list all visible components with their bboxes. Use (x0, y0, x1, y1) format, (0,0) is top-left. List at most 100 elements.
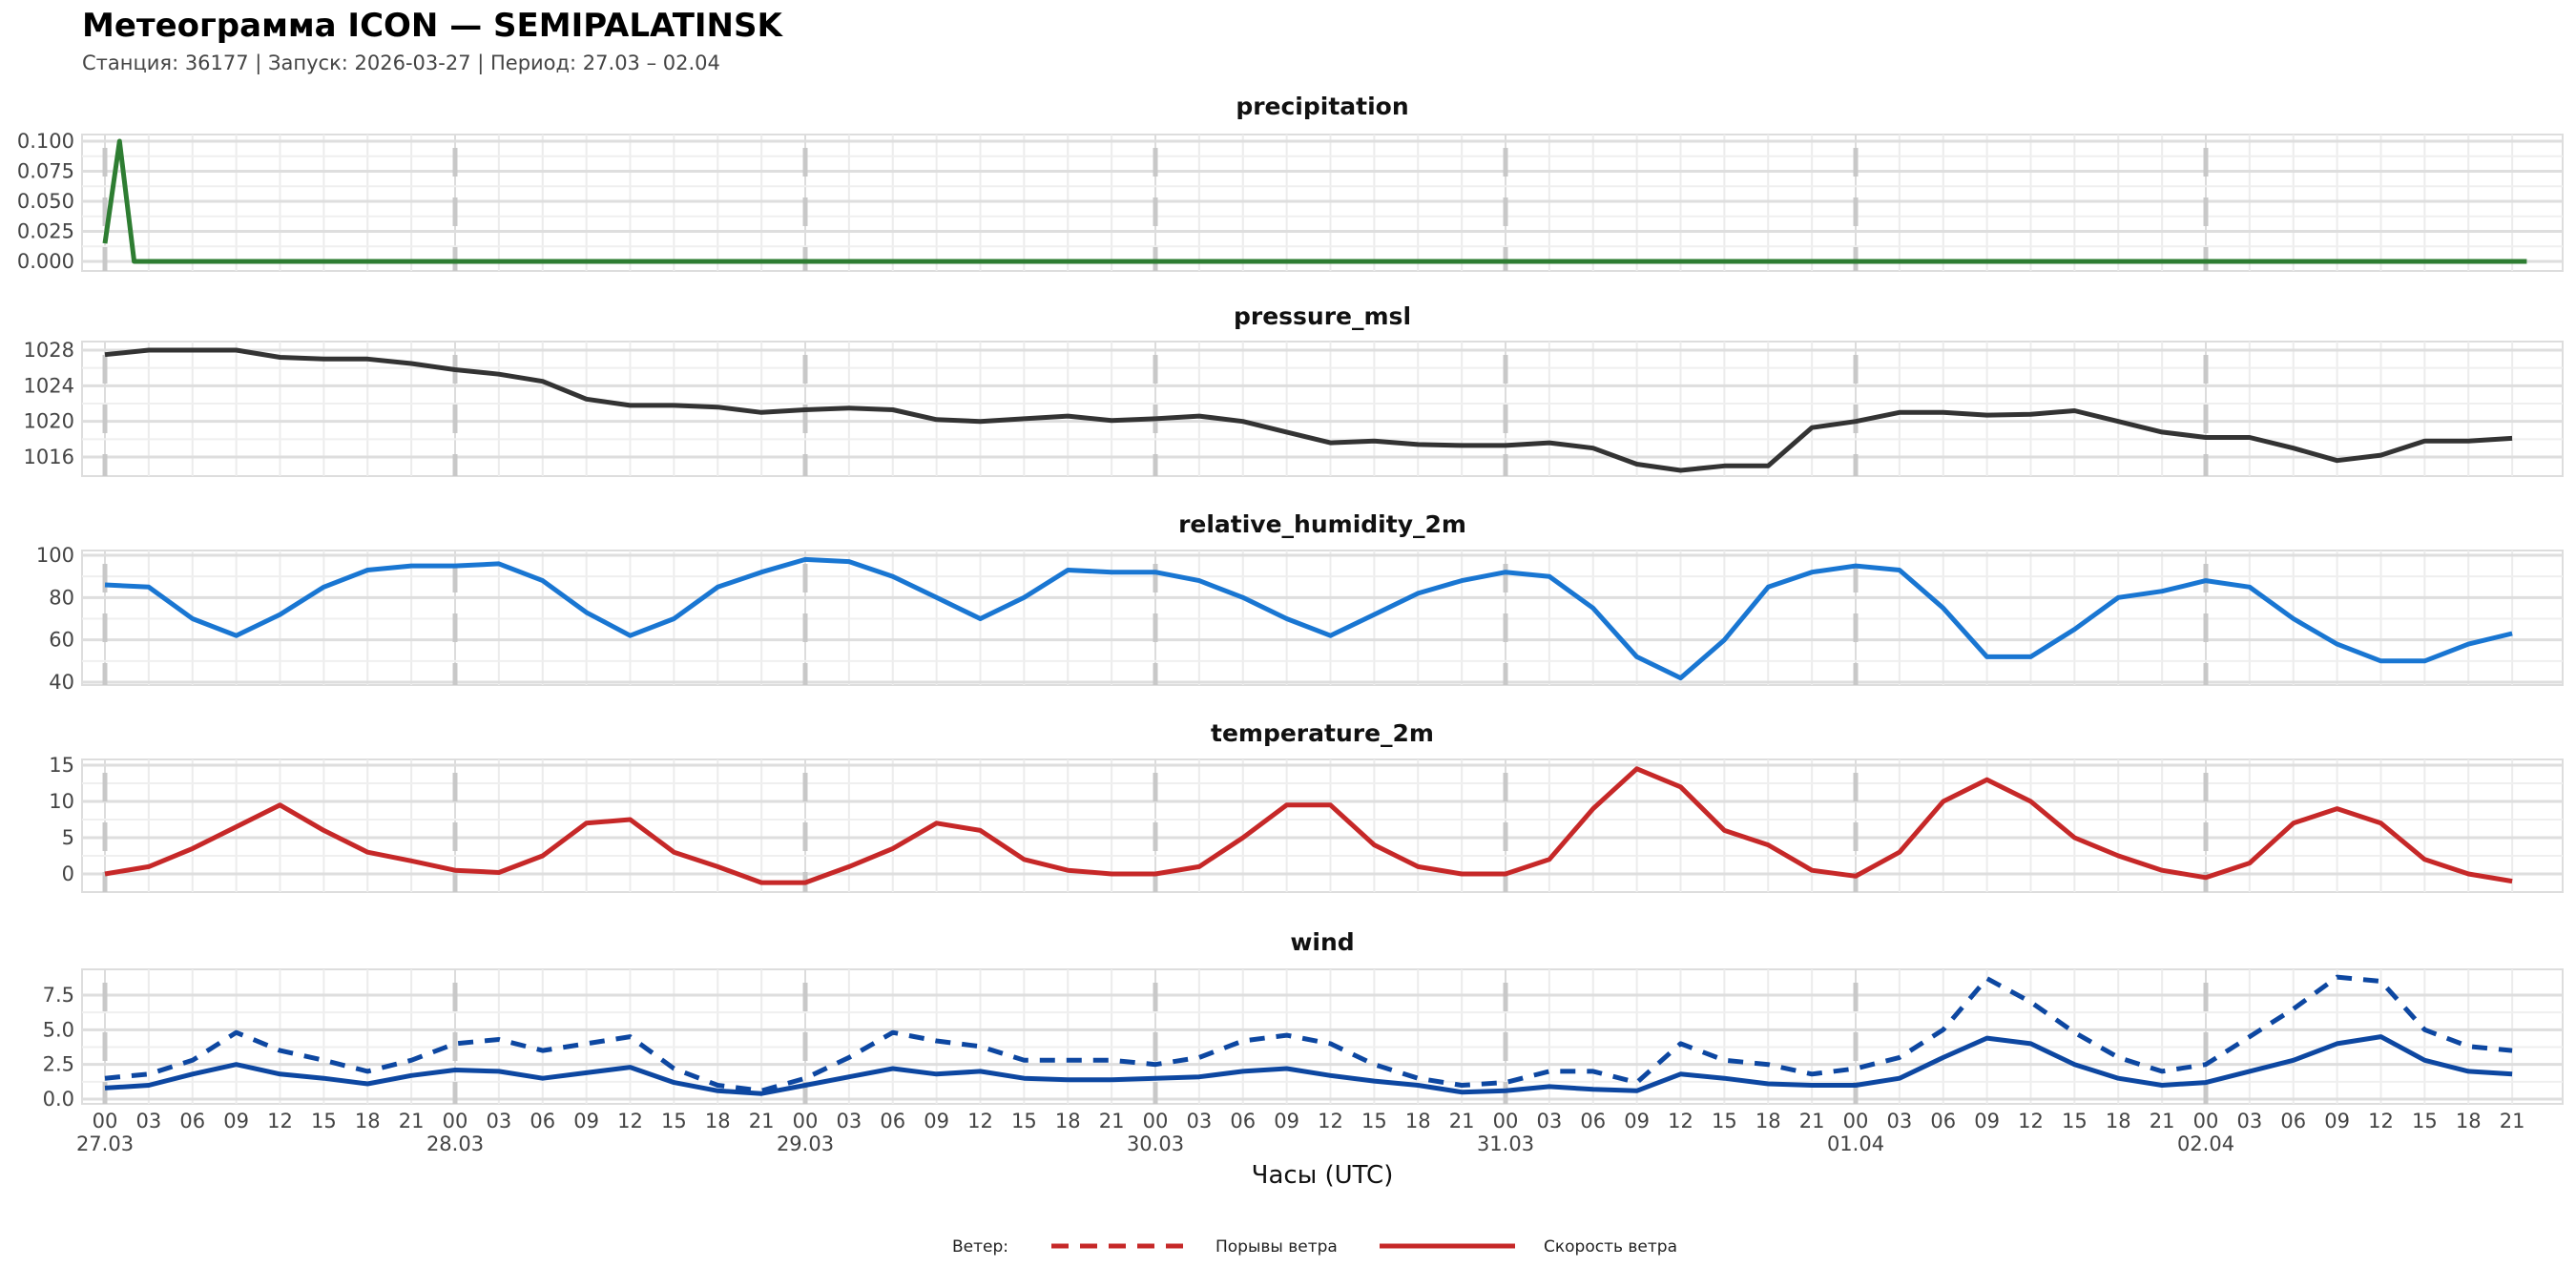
y-tick-label: 5.0 (43, 1018, 74, 1041)
y-tick-label: 60 (49, 629, 74, 652)
series-line-precipitation (102, 138, 2527, 264)
y-tick-label: 1024 (24, 374, 74, 397)
x-tick-label: 00 (2193, 1110, 2219, 1132)
x-tick-label: 09 (1624, 1110, 1650, 1132)
chart-subtitle: Станция: 36177 | Запуск: 2026-03-27 | Пе… (82, 52, 720, 75)
x-tick-label: 21 (749, 1110, 775, 1132)
y-tick-label: 100 (36, 544, 74, 567)
x-date-label: 01.04 (1827, 1132, 1884, 1155)
x-tick-label: 15 (1011, 1110, 1037, 1132)
y-tick-label: 0.000 (17, 250, 74, 273)
x-tick-label: 21 (1099, 1110, 1125, 1132)
x-tick-label: 06 (1230, 1110, 1256, 1132)
x-date-label: 31.03 (1477, 1132, 1534, 1155)
x-tick-label: 12 (967, 1110, 993, 1132)
x-tick-label: 00 (93, 1110, 118, 1132)
x-tick-label: 15 (311, 1110, 337, 1132)
panel-temperature_2m: temperature_2m 0 5 10 15 (49, 719, 2564, 893)
x-tick-label: 15 (2062, 1110, 2088, 1132)
x-tick-label: 00 (1493, 1110, 1519, 1132)
x-tick-label: 18 (1055, 1110, 1081, 1132)
x-date-label: 29.03 (777, 1132, 834, 1155)
x-tick-label: 06 (530, 1110, 555, 1132)
x-date-label: 02.04 (2177, 1132, 2234, 1155)
y-tick-label: 0.075 (17, 160, 74, 183)
x-tick-label: 18 (2456, 1110, 2482, 1132)
x-tick-label: 06 (880, 1110, 905, 1132)
series-line-relative_humidity_2m (104, 556, 2513, 681)
x-tick-label: 18 (2106, 1110, 2131, 1132)
panel-title: pressure_msl (1234, 302, 1411, 330)
legend-title: Ветер: (952, 1237, 1008, 1257)
x-tick-label: 00 (793, 1110, 819, 1132)
x-tick-label: 15 (2412, 1110, 2438, 1132)
panels: precipitation0.0000.0250.0500.0750.100pr… (17, 93, 2564, 1111)
x-tick-label: 12 (1318, 1110, 1343, 1132)
x-tick-label: 21 (1799, 1110, 1825, 1132)
x-tick-label: 18 (1405, 1110, 1431, 1132)
panel-title: precipitation (1236, 93, 1408, 120)
x-tick-label: 00 (1143, 1110, 1169, 1132)
x-date-label: 28.03 (426, 1132, 484, 1155)
x-tick-label: 06 (179, 1110, 205, 1132)
panel-title: relative_humidity_2m (1178, 510, 1466, 538)
x-tick-label: 03 (837, 1110, 862, 1132)
y-tick-label: 0.050 (17, 190, 74, 213)
x-tick-label: 06 (2280, 1110, 2306, 1132)
x-tick-label: 03 (136, 1110, 162, 1132)
y-tick-label: 15 (49, 754, 74, 777)
x-tick-label: 21 (2500, 1110, 2525, 1132)
series-line-temperature_2m (104, 766, 2513, 885)
x-tick-label: 12 (1668, 1110, 1693, 1132)
panel-title: wind (1290, 928, 1354, 956)
x-tick-label: 09 (2324, 1110, 2350, 1132)
x-tick-label: 06 (1930, 1110, 1956, 1132)
panel-wind: wind 0.0 2.5 5.0 7.5 (43, 928, 2564, 1111)
y-tick-label: 2.5 (43, 1053, 74, 1076)
x-tick-label: 15 (1361, 1110, 1387, 1132)
x-axis-label: Часы (UTC) (1252, 1161, 1394, 1190)
y-tick-label: 1016 (24, 446, 74, 468)
x-tick-label: 00 (443, 1110, 468, 1132)
x-tick-label: 21 (2150, 1110, 2175, 1132)
y-tick-label: 7.5 (43, 984, 74, 1007)
y-tick-label: 40 (49, 671, 74, 694)
series-line-pressure_msl (104, 347, 2513, 473)
x-tick-label: 09 (924, 1110, 949, 1132)
y-tick-label: 1020 (24, 410, 74, 433)
x-tick-label: 18 (1755, 1110, 1781, 1132)
series-line-Скорость ветра (104, 1034, 2513, 1096)
x-tick-label: 09 (223, 1110, 249, 1132)
x-tick-label: 03 (1187, 1110, 1213, 1132)
y-tick-label: 5 (62, 826, 74, 849)
x-tick-label: 09 (1974, 1110, 2000, 1132)
legend-speed-label: Скорость ветра (1544, 1237, 1677, 1257)
x-tick-label: 03 (1537, 1110, 1563, 1132)
x-tick-label: 21 (1449, 1110, 1475, 1132)
x-tick-label: 12 (617, 1110, 643, 1132)
legend-gusts-label: Порывы ветра (1215, 1237, 1338, 1257)
y-tick-label: 0.025 (17, 220, 74, 243)
x-tick-label: 09 (573, 1110, 599, 1132)
x-tick-label: 06 (1580, 1110, 1606, 1132)
x-tick-label: 03 (487, 1110, 512, 1132)
chart-title: Метеограмма ICON — SEMIPALATINSK (82, 7, 783, 45)
y-tick-label: 0.0 (43, 1088, 74, 1111)
x-tick-label: 03 (1887, 1110, 1913, 1132)
y-tick-label: 1028 (24, 339, 74, 362)
x-tick-label: 12 (267, 1110, 293, 1132)
x-tick-label: 15 (661, 1110, 687, 1132)
legend: Ветер: Порывы ветра Скорость ветра (952, 1237, 1677, 1257)
x-tick-label: 00 (1843, 1110, 1869, 1132)
x-tick-label: 18 (705, 1110, 731, 1132)
panel-precipitation: precipitation 0.000 0.025 0.050 0.075 0.100 (17, 93, 2564, 273)
x-tick-label: 21 (399, 1110, 425, 1132)
x-date-label: 27.03 (76, 1132, 134, 1155)
x-axis: 00 03 06 09 12 15 18 21 00 03 06 09 12 15 18 21 00 03 06 09… (76, 1110, 2525, 1155)
series-line-gusts (104, 974, 2513, 1093)
panel-title: temperature_2m (1211, 719, 1434, 747)
x-tick-label: 03 (2237, 1110, 2263, 1132)
panel-pressure_msl: pressure_msl 1016 1020 1024 1028 (24, 302, 2564, 477)
x-tick-label: 12 (2368, 1110, 2394, 1132)
